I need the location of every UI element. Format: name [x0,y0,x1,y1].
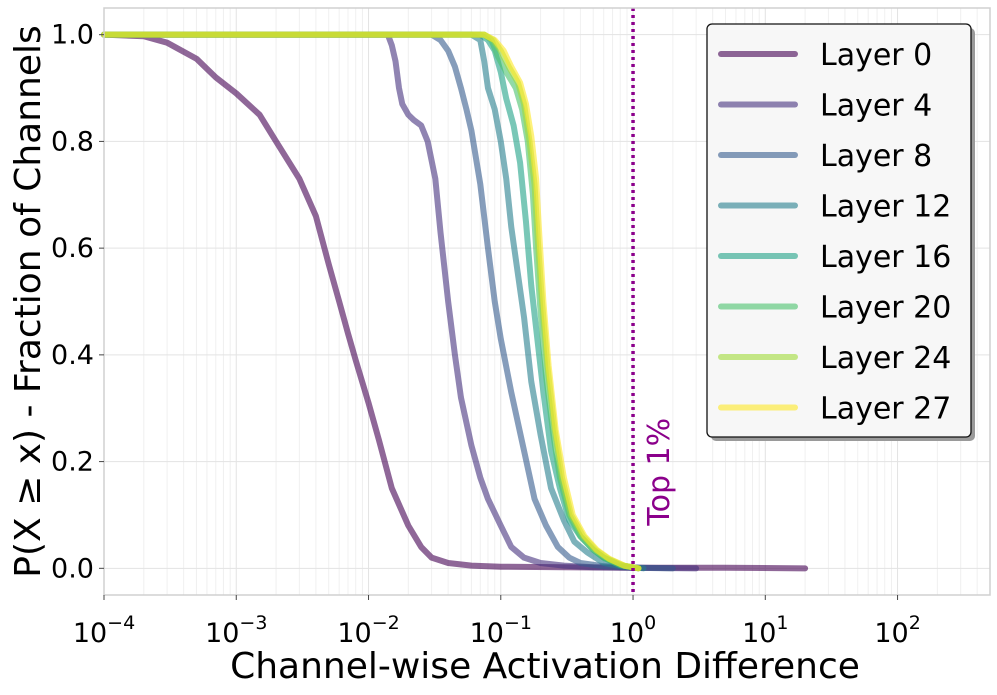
y-tick-label: 0.2 [51,447,94,478]
y-axis-ticks: 0.0 0.2 0.4 0.6 0.8 1.0 [51,20,104,584]
series-line-layer-4 [101,31,700,572]
legend-label: Layer 27 [820,392,951,427]
x-tick-label: 100 [610,612,656,649]
y-tick-label: 1.0 [51,20,94,51]
x-tick-label: 102 [874,612,920,649]
x-tick-label: 101 [742,612,788,649]
legend-label: Layer 12 [820,190,951,225]
legend-label: Layer 16 [820,240,951,275]
series-line-layer-8 [101,31,676,572]
legend-label: Layer 8 [820,139,932,174]
legend-label: Layer 24 [820,341,951,376]
series-line-layer-0 [101,31,809,572]
y-tick-label: 0.6 [51,233,94,264]
x-axis-ticks: 10−4 10−3 10−2 10−1 100 101 102 [73,595,921,649]
y-tick-label: 0.4 [51,340,94,371]
annotation-group: Top 1% [631,8,677,595]
series-line-layer-12 [101,31,647,572]
legend-box [706,23,972,438]
x-tick-label: 10−4 [73,612,135,649]
plot-frame [103,7,991,596]
x-tick-label: 10−2 [337,612,399,649]
y-tick-label: 0.0 [51,553,94,584]
x-tick-label: 10−3 [205,612,267,649]
legend-label: Layer 20 [820,291,951,326]
legend-label: Layer 0 [820,38,932,73]
y-axis-title: P(X ≥ x) - Fraction of Channels [8,25,49,578]
x-tick-label: 10−1 [470,612,532,649]
legend-label: Layer 4 [820,89,932,124]
series-line-layer-27 [101,31,642,572]
grid [103,8,991,595]
legend: Layer 0 Layer 4 Layer 8 Layer 12 Layer 16 Lay… [706,23,975,441]
x-axis-title: Channel-wise Activation Difference [230,646,860,687]
top-1-percent-label: Top 1% [642,418,677,527]
y-tick-label: 0.8 [51,126,94,157]
series-group [101,31,809,572]
